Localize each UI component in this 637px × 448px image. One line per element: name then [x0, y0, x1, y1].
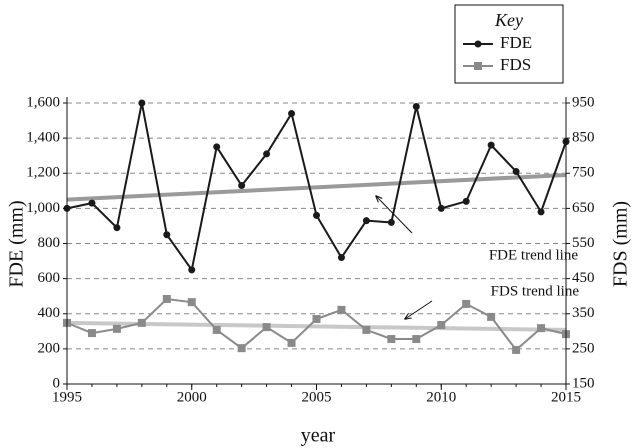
marker: [437, 320, 446, 329]
grid: [67, 102, 566, 350]
marker: [362, 325, 371, 334]
marker: [187, 298, 196, 307]
x-tick-label: 2015: [551, 389, 581, 405]
trend-line: [66, 173, 567, 202]
y-tick-label: 1,200: [26, 165, 60, 181]
marker: [537, 324, 546, 333]
plot: [63, 99, 570, 354]
marker: [512, 345, 521, 354]
marker: [237, 344, 246, 353]
x-tick-label: 1995: [52, 389, 82, 405]
marker: [87, 329, 96, 338]
marker: [162, 294, 171, 303]
annotation-arrow: [376, 196, 413, 234]
y2-tick-label: 950: [572, 94, 595, 110]
marker: [287, 338, 296, 347]
annotation: FDE trend line: [489, 247, 578, 263]
marker: [337, 305, 346, 314]
marker: [188, 266, 196, 274]
y2-tick-label: 650: [572, 200, 595, 216]
marker: [412, 335, 421, 344]
marker: [462, 299, 471, 308]
legend-label: FDE: [500, 33, 532, 52]
marker: [88, 199, 96, 207]
y2-axis-title: FDS (mm): [610, 201, 632, 287]
x-axis-title: year: [301, 425, 336, 447]
marker: [137, 318, 146, 327]
annotation-arrow: [405, 300, 433, 319]
marker: [212, 325, 221, 334]
marker: [288, 110, 296, 118]
y-tick-label: 600: [38, 270, 61, 286]
marker: [387, 218, 395, 226]
y2-tick-label: 750: [572, 165, 595, 181]
marker: [387, 335, 396, 344]
marker: [238, 182, 246, 190]
y2-tick-label: 250: [572, 340, 595, 356]
legend-label: FDS: [500, 55, 531, 74]
trend-lines: [66, 173, 567, 332]
marker: [313, 211, 320, 219]
marker: [412, 103, 420, 111]
trend-line: [66, 320, 567, 332]
marker: [487, 141, 495, 149]
y2-tick-label: 450: [572, 270, 595, 286]
legend-marker: [474, 40, 482, 48]
y2-tick-label: 550: [572, 235, 595, 251]
marker: [213, 143, 221, 151]
y-tick-label: 0: [53, 375, 61, 391]
legend-title: Key: [494, 10, 523, 30]
marker: [537, 208, 545, 216]
marker: [312, 315, 321, 324]
y2-tick-label: 350: [572, 305, 595, 321]
legend-marker: [474, 62, 482, 70]
y-tick-label: 1,000: [26, 200, 60, 216]
marker: [138, 99, 146, 107]
marker: [362, 217, 370, 225]
y-tick-label: 200: [38, 340, 61, 356]
legend: Key FDE FDS: [454, 4, 564, 84]
marker: [112, 324, 121, 333]
y-tick-label: 800: [38, 235, 61, 251]
x-tick-label: 2010: [426, 389, 456, 405]
y-tick-label: 1,600: [26, 94, 60, 110]
marker: [487, 312, 496, 321]
marker: [262, 323, 271, 332]
marker: [462, 197, 470, 205]
legend-items: FDE FDS: [463, 33, 532, 74]
y-tick-label: 400: [38, 305, 61, 321]
y-axis-title: FDE (mm): [6, 200, 28, 287]
y2-tick-label: 850: [572, 130, 595, 146]
annotation: FDS trend line: [491, 283, 580, 299]
marker: [113, 224, 121, 232]
x-tick-label: 2005: [302, 389, 332, 405]
x-tick-label: 2000: [177, 389, 207, 405]
marker: [263, 150, 271, 158]
y2-tick-label: 150: [572, 375, 595, 391]
marker: [163, 231, 171, 239]
marker: [437, 204, 445, 212]
y-tick-label: 1,400: [26, 130, 60, 146]
marker: [337, 254, 345, 262]
marker: [512, 167, 520, 175]
